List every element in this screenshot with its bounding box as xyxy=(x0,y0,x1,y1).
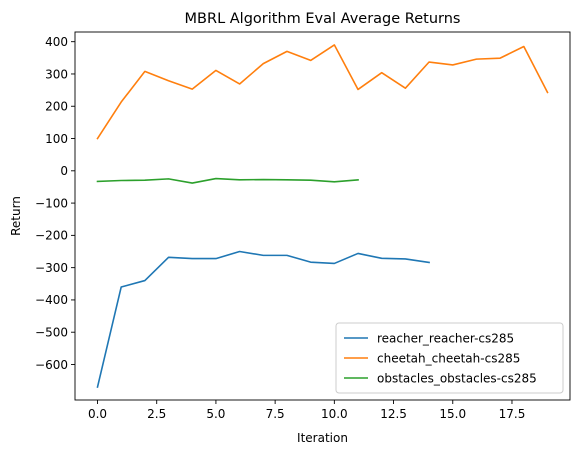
x-tick-label: 10.0 xyxy=(321,407,348,421)
x-axis-label: Iteration xyxy=(297,431,348,445)
legend: reacher_reacher-cs285 cheetah_cheetah-cs2… xyxy=(335,322,564,394)
series-layer xyxy=(96,44,549,389)
y-tick-label: 200 xyxy=(45,100,68,114)
y-tick-label: −400 xyxy=(35,293,68,307)
x-tick-label: 15.0 xyxy=(439,407,466,421)
y-tick-label: 400 xyxy=(45,35,68,49)
y-tick-label: 300 xyxy=(45,67,68,81)
chart-title: MBRL Algorithm Eval Average Returns xyxy=(185,11,461,27)
y-axis-label: Return xyxy=(9,196,23,236)
y-tick-label: −100 xyxy=(35,196,68,210)
x-tick-label: 7.5 xyxy=(266,407,285,421)
legend-label: reacher_reacher-cs285 xyxy=(377,331,514,345)
plot-frame xyxy=(74,31,571,401)
y-tick-label: −300 xyxy=(35,261,68,275)
x-tick-label: 12.5 xyxy=(380,407,407,421)
series-line xyxy=(96,250,430,389)
y-tick-label: 100 xyxy=(45,132,68,146)
x-tick-label: 17.5 xyxy=(499,407,526,421)
y-tick-label: 0 xyxy=(60,164,68,178)
series-line xyxy=(96,44,549,140)
series-line xyxy=(96,177,359,184)
x-tick-label: 0.0 xyxy=(88,407,107,421)
legend-label: obstacles_obstacles-cs285 xyxy=(377,371,537,385)
y-tick-label: −500 xyxy=(35,326,68,340)
legend-label: cheetah_cheetah-cs285 xyxy=(377,351,520,365)
y-tick-label: −200 xyxy=(35,229,68,243)
x-tick-label: 2.5 xyxy=(147,407,166,421)
axes-layer: 0.0 2.5 5.0 7.5 10.0 12.5 15.0 17.5 −600 −500 −400… xyxy=(35,31,571,421)
x-tick-label: 5.0 xyxy=(206,407,225,421)
legend-box xyxy=(335,322,564,394)
y-tick-label: −600 xyxy=(35,358,68,372)
